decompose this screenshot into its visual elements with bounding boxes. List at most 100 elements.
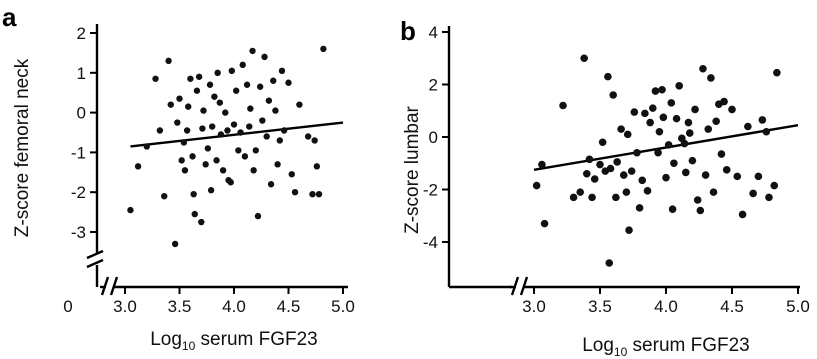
data-point [559,101,567,110]
data-point [270,77,277,84]
x-tick-label: 5.0 [786,297,810,316]
data-point [635,204,644,212]
y-tick-label: 0 [77,104,86,123]
data-point [180,139,188,146]
x-axis-title: Log10 serum FGF23 [582,335,750,359]
data-point [605,259,614,267]
data-point [304,133,312,140]
data-point [272,107,279,114]
data-point [655,127,664,136]
data-point [643,187,652,195]
data-point [609,91,617,99]
data-point [228,67,236,75]
data-point [612,193,620,202]
y-tick-label: -4 [423,233,438,252]
data-point [214,69,221,77]
y-tick-label: -2 [71,183,86,202]
data-point [211,93,218,100]
data-point [590,175,599,183]
x-tick-label: 4.0 [654,297,678,316]
data-point [583,169,591,178]
data-point [190,190,197,198]
data-point [213,157,220,164]
data-point [733,172,742,181]
y-axis-break-mark [86,258,104,269]
data-point [288,171,295,178]
data-point [178,157,185,164]
data-point [762,127,771,136]
data-point [720,97,728,106]
y-tick-label: 1 [77,64,86,83]
data-point [765,193,773,202]
y-tick-label: 4 [429,23,438,42]
data-point [576,188,584,196]
data-point [165,57,172,65]
data-point [659,113,668,122]
data-point [670,159,678,168]
data-point [259,117,266,124]
data-point [187,75,194,82]
data-point [675,82,683,90]
data-point [191,210,198,218]
data-point [625,226,633,234]
data-point [320,45,327,53]
data-point [617,125,625,133]
data-point [183,127,191,134]
data-point [235,147,242,154]
data-point [254,212,262,220]
x-tick-label: 5.0 [331,297,355,316]
data-point [684,118,693,127]
data-point [623,130,632,139]
data-point [701,171,710,179]
x-tick-label: 3.0 [113,297,137,316]
data-point [622,188,631,196]
data-point [217,131,225,138]
data-point [263,133,270,140]
data-point [728,105,736,114]
data-point [315,190,323,198]
data-point [707,74,715,82]
data-point [672,114,681,123]
x-axis-title: Log10 serum FGF23 [150,329,318,353]
x-origin-label: 0 [63,297,72,316]
data-point [532,181,541,190]
data-point [658,85,666,94]
panel-letter: b [400,16,416,46]
data-point [200,107,207,114]
data-point [649,104,657,112]
data-point [699,64,707,73]
data-point [668,205,677,213]
x-axis-break-mark [100,276,110,296]
x-tick-label: 4.5 [277,297,301,316]
data-point [247,105,254,112]
data-point [744,122,752,131]
data-point [209,123,216,130]
data-point [276,137,283,144]
y-tick-label: -3 [71,223,86,242]
data-point [588,193,596,202]
data-point [773,68,781,77]
data-point [538,160,546,169]
data-point [171,240,179,248]
data-point [152,75,159,82]
y-axis-break-mark [86,249,104,260]
data-point [696,206,705,215]
data-point [654,148,662,157]
y-tick-label: 2 [429,76,438,95]
data-point [682,168,690,177]
data-point [749,189,757,198]
data-point [540,219,549,228]
data-point [309,190,316,198]
data-point [604,72,612,81]
panel-b: b 4 2 0 -2 -4 3.0 3.5 4.0 4.5 5.0 Log10 serum FGF23… [400,16,810,359]
data-point [758,116,767,124]
data-point [198,218,205,226]
data-point [580,54,588,63]
data-point [311,137,318,144]
data-point [630,108,639,116]
data-point [250,167,257,174]
data-point [243,81,251,88]
x-tick-label: 4.0 [222,297,246,316]
x-tick-label: 4.5 [720,297,744,316]
data-point [651,87,660,95]
